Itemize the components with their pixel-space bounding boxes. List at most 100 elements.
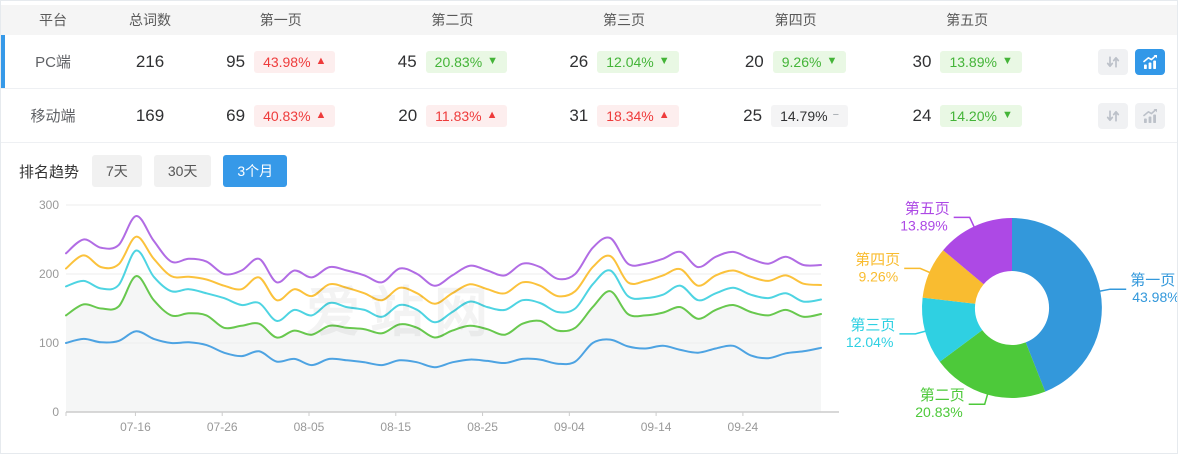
donut-label-name: 第一页 — [1130, 271, 1175, 289]
arrow-down-icon: ▼ — [487, 55, 499, 67]
y-axis-label: 200 — [39, 267, 59, 281]
up-down-arrows-icon — [1106, 109, 1120, 122]
table-row[interactable]: 移动端 169 69 40.83% ▲ 20 11.83% ▲ 31 18.34% ▲ 25 14.79… — [1, 89, 1177, 143]
donut-leader-line — [904, 267, 933, 275]
x-axis-label: 09-14 — [641, 420, 672, 434]
y-axis-label: 0 — [52, 405, 59, 419]
page-cell: 31 18.34% ▲ — [538, 104, 710, 127]
donut-label-percent: 9.26% — [858, 268, 898, 284]
donut-leader-line — [953, 216, 976, 230]
arrow-down-icon: ▼ — [658, 55, 670, 67]
donut-slice-page3[interactable] — [921, 297, 983, 362]
trend-line-page5 — [65, 215, 822, 287]
page-count: 45 — [397, 51, 417, 71]
donut-leader-line — [899, 329, 929, 335]
page-count: 25 — [743, 105, 763, 125]
column-header-3: 第一页 — [259, 12, 302, 28]
page-cell: 25 14.79% − — [710, 104, 882, 127]
line-chart-icon — [1143, 108, 1157, 123]
change-badge: 13.89% ▼ — [940, 50, 1022, 73]
trend-line-chart[interactable]: 0 100 200 300 07-16 07-26 08-05 08-15 08-25 09-04… — [1, 190, 844, 453]
donut-label-percent: 20.83% — [915, 404, 962, 420]
platform-name: 移动端 — [30, 108, 76, 125]
y-axis-label: 100 — [39, 336, 59, 350]
range-tabs: 7天 30天 3个月 — [92, 155, 288, 187]
page-cell: 24 14.20% ▼ — [881, 104, 1053, 127]
column-header-7: 第五页 — [946, 12, 989, 28]
change-badge: 11.83% ▲ — [426, 104, 507, 127]
arrow-down-icon: ▼ — [1001, 55, 1013, 67]
change-badge: 18.34% ▲ — [597, 104, 679, 127]
trend-line-svg: 0 100 200 300 07-16 07-26 08-05 08-15 08-25 09-04… — [39, 198, 839, 434]
change-percent: 20.83% — [434, 53, 483, 70]
change-percent: 14.79% — [780, 107, 828, 124]
no-change-icon: − — [832, 109, 840, 121]
page-count: 69 — [226, 105, 246, 125]
trend-line-page4 — [65, 235, 822, 305]
arrow-up-icon: ▲ — [315, 109, 327, 121]
page-count: 20 — [398, 105, 418, 125]
donut-label-name: 第四页 — [855, 250, 900, 268]
donut-slice-page1[interactable] — [1012, 218, 1102, 392]
total-keywords: 216 — [135, 51, 165, 71]
donut-slice-page5[interactable] — [943, 218, 1012, 285]
change-percent: 13.89% — [949, 53, 997, 70]
x-axis-label: 08-05 — [294, 420, 325, 434]
arrow-down-icon: ▼ — [1001, 109, 1013, 121]
compare-arrows-button[interactable] — [1098, 48, 1128, 75]
y-axis-label: 300 — [39, 198, 59, 212]
arrow-up-icon: ▲ — [486, 109, 498, 121]
page-cell: 95 43.98% ▲ — [195, 50, 367, 73]
donut-slice-page2[interactable] — [939, 330, 1046, 398]
page-cell: 69 40.83% ▲ — [195, 104, 367, 127]
change-badge: 14.20% ▼ — [940, 104, 1022, 127]
trend-toolbar: 排名趋势 7天 30天 3个月 — [1, 143, 1177, 190]
range-tab-3[interactable]: 3个月 — [223, 155, 288, 187]
x-axis-label: 09-04 — [554, 420, 585, 434]
change-badge: 12.04% ▼ — [597, 50, 679, 73]
rank-table: 平台 总词数 第一页 第二页 第三页 第四页 第五页 PC端 216 95 43.98% ▲ 45 20… — [1, 5, 1177, 143]
trend-chart-button[interactable] — [1135, 102, 1165, 129]
page-count: 26 — [569, 51, 589, 71]
trend-chart-button[interactable] — [1135, 48, 1165, 75]
trend-line-page3 — [65, 249, 822, 324]
x-axis-label: 08-25 — [467, 420, 498, 434]
change-badge: 9.26% ▼ — [772, 50, 847, 73]
change-badge: 14.79% − — [771, 104, 849, 127]
arrow-up-icon: ▲ — [315, 55, 327, 67]
table-body: PC端 216 95 43.98% ▲ 45 20.83% ▼ 26 12.04% ▼ 20 9.26%… — [1, 35, 1177, 143]
column-header-1: 平台 — [39, 12, 67, 28]
range-tab-2[interactable]: 30天 — [153, 155, 212, 187]
row-actions — [1053, 48, 1177, 75]
column-header-6: 第四页 — [774, 12, 817, 28]
page-cell: 45 20.83% ▼ — [367, 50, 539, 73]
change-percent: 43.98% — [263, 53, 311, 70]
arrow-up-icon: ▲ — [658, 109, 670, 121]
arrow-down-icon: ▼ — [826, 55, 838, 67]
compare-arrows-button[interactable] — [1098, 102, 1128, 129]
page-cell: 20 9.26% ▼ — [710, 50, 882, 73]
page-distribution-donut: 第一页 43.98% 第二页 20.83% 第三页 12.04% 第四页 9.26% 第五页 13… — [844, 190, 1178, 453]
table-row[interactable]: PC端 216 95 43.98% ▲ 45 20.83% ▼ 26 12.04% ▼ 20 9.26%… — [1, 35, 1177, 89]
charts-area: 0 100 200 300 07-16 07-26 08-05 08-15 08-25 09-04… — [1, 190, 1178, 453]
page-cell: 30 13.89% ▼ — [881, 50, 1053, 73]
x-axis-label: 07-16 — [120, 420, 151, 434]
donut-label-name: 第二页 — [920, 386, 965, 404]
donut-leader-line — [968, 391, 990, 405]
donut-slice-page4[interactable] — [922, 250, 984, 304]
donut-label-name: 第五页 — [905, 199, 950, 217]
change-percent: 11.83% — [435, 107, 482, 124]
range-tab-1[interactable]: 7天 — [92, 155, 142, 187]
donut-label-percent: 12.04% — [846, 334, 893, 350]
x-axis-label: 09-24 — [728, 420, 759, 434]
donut-leader-line — [1097, 288, 1127, 293]
trend-title: 排名趋势 — [19, 163, 80, 181]
donut-label-percent: 43.98% — [1132, 289, 1178, 305]
column-header-5: 第三页 — [602, 12, 645, 28]
platform-name: PC端 — [35, 54, 71, 71]
trend-line-page2 — [65, 275, 822, 339]
donut-label-percent: 13.89% — [900, 217, 947, 233]
area-fill — [66, 276, 821, 412]
page-count: 20 — [744, 51, 764, 71]
